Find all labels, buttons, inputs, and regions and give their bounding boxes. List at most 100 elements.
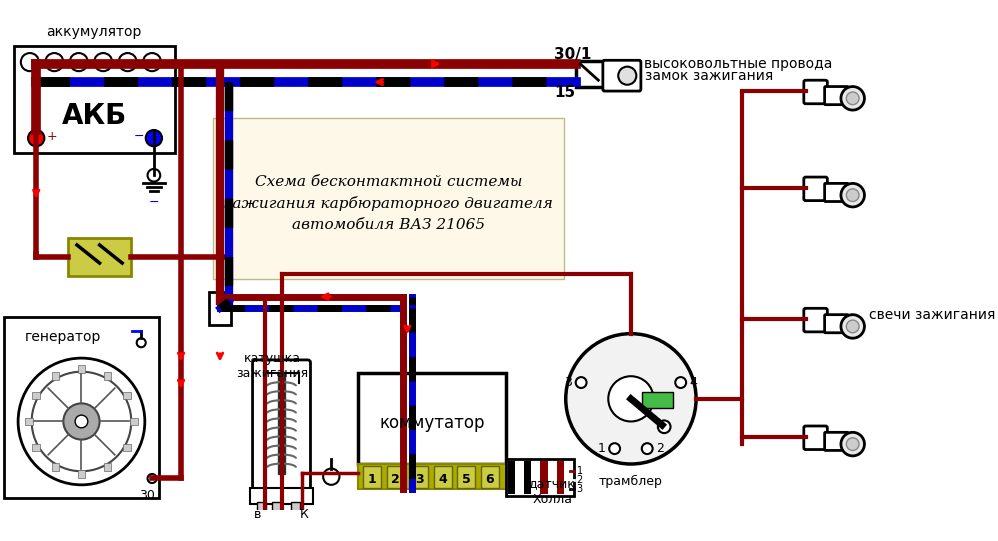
Text: 3: 3 [577, 484, 583, 494]
Circle shape [137, 338, 146, 347]
Circle shape [119, 53, 137, 71]
Bar [410, 466, 428, 487]
Circle shape [841, 315, 864, 338]
Circle shape [21, 53, 39, 71]
Bar [272, 502, 281, 511]
Circle shape [846, 92, 859, 104]
Text: 30: 30 [139, 490, 155, 503]
Bar [213, 118, 564, 279]
Bar [124, 444, 131, 451]
Text: 5: 5 [462, 473, 470, 486]
Text: генератор: генератор [25, 330, 102, 344]
Bar [4, 318, 160, 498]
FancyBboxPatch shape [803, 426, 827, 450]
Circle shape [146, 130, 162, 146]
Bar [363, 466, 381, 487]
Bar [14, 46, 175, 153]
Text: 1: 1 [598, 442, 606, 455]
Text: 3: 3 [415, 473, 423, 486]
Circle shape [75, 415, 88, 428]
Text: датчик
Холла: датчик Холла [529, 478, 576, 506]
Circle shape [841, 183, 864, 207]
Circle shape [676, 377, 687, 388]
Circle shape [618, 67, 637, 85]
Bar [124, 392, 131, 399]
Circle shape [45, 53, 63, 71]
Bar [32, 444, 40, 451]
Circle shape [566, 334, 696, 464]
Circle shape [846, 320, 859, 333]
Circle shape [576, 377, 587, 388]
Text: 6: 6 [485, 473, 494, 486]
Circle shape [148, 474, 157, 483]
Text: катушка
зажигания: катушка зажигания [237, 352, 308, 380]
Circle shape [28, 130, 44, 146]
Bar [540, 461, 548, 494]
FancyBboxPatch shape [824, 315, 848, 333]
Circle shape [609, 376, 654, 421]
Bar [508, 461, 515, 494]
Text: коммутатор: коммутатор [379, 414, 484, 432]
Text: 2: 2 [577, 476, 583, 485]
Text: АКБ: АКБ [62, 102, 127, 130]
Bar [386, 466, 404, 487]
Circle shape [70, 53, 88, 71]
Text: 2: 2 [391, 473, 400, 486]
Bar [358, 464, 506, 490]
Circle shape [841, 87, 864, 110]
Bar [25, 418, 33, 425]
Bar [68, 237, 132, 276]
Text: 1: 1 [577, 466, 583, 476]
Bar [524, 461, 531, 494]
Bar [358, 373, 506, 464]
Bar [78, 365, 85, 373]
Bar [516, 461, 523, 494]
Text: 15: 15 [554, 85, 575, 101]
Text: 3: 3 [564, 376, 572, 389]
FancyBboxPatch shape [824, 87, 848, 104]
Bar [532, 461, 540, 494]
Bar [557, 461, 564, 494]
Text: +: + [46, 130, 57, 143]
Bar [642, 392, 674, 408]
Circle shape [846, 189, 859, 201]
Circle shape [148, 169, 161, 182]
Text: 1: 1 [367, 473, 376, 486]
Circle shape [846, 438, 859, 451]
Circle shape [642, 443, 653, 454]
Text: замок зажигания: замок зажигания [646, 69, 773, 83]
Text: трамблер: трамблер [599, 475, 663, 488]
Bar [576, 61, 605, 87]
Circle shape [143, 53, 161, 71]
Bar [506, 459, 574, 496]
Text: −: − [134, 130, 144, 143]
FancyBboxPatch shape [603, 60, 641, 91]
Text: 4: 4 [438, 473, 447, 486]
Text: Схема бесконтактной системы
зажигания карбюраторного двигателя
автомобиля ВАЗ 21: Схема бесконтактной системы зажигания ка… [224, 175, 553, 232]
Bar [131, 418, 138, 425]
FancyBboxPatch shape [824, 183, 848, 201]
Circle shape [32, 372, 132, 471]
Text: свечи зажигания: свечи зажигания [869, 308, 995, 322]
Bar [549, 461, 556, 494]
Text: 30/1: 30/1 [554, 48, 592, 62]
Circle shape [18, 358, 145, 485]
FancyBboxPatch shape [803, 308, 827, 332]
Bar [52, 463, 59, 471]
FancyBboxPatch shape [252, 360, 310, 490]
Circle shape [323, 469, 339, 485]
Text: высоковольтные провода: высоковольтные провода [644, 57, 832, 71]
Circle shape [94, 53, 112, 71]
Bar [433, 466, 452, 487]
Bar [290, 502, 299, 511]
Bar [481, 466, 499, 487]
Text: К: К [299, 508, 308, 521]
Text: аккумулятор: аккумулятор [47, 24, 142, 38]
Bar [104, 372, 112, 380]
Bar [457, 466, 475, 487]
Circle shape [841, 432, 864, 456]
Bar [277, 372, 285, 474]
Bar [210, 292, 231, 325]
Text: 4: 4 [690, 376, 698, 389]
Circle shape [63, 404, 100, 440]
